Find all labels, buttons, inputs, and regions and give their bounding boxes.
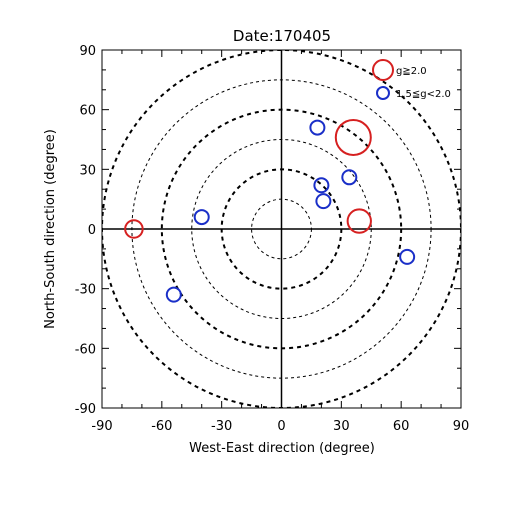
x-tick-label: -30 (211, 419, 232, 434)
legend-marker (376, 86, 390, 100)
point-g-mid (309, 119, 326, 136)
data-points (124, 119, 416, 303)
axes: -90 -60 -30 0 30 60 90 -90 -60 -30 0 30 60 90 (75, 44, 470, 434)
x-tick-label: 90 (453, 419, 470, 434)
legend-marker (372, 59, 394, 81)
point-g-mid (193, 209, 210, 226)
x-axis-label: West-East direction (degree) (189, 441, 375, 456)
point-g-high (334, 119, 372, 157)
y-tick-label: -30 (75, 283, 96, 298)
y-tick-label: 30 (79, 163, 96, 178)
y-tick-label: -90 (75, 402, 96, 417)
y-tick-label: 60 (79, 104, 96, 119)
y-axis-label: North-South direction (degree) (43, 129, 58, 329)
x-tick-label: -60 (151, 419, 172, 434)
y-tick-label: -60 (75, 342, 96, 357)
point-g-high (346, 208, 372, 234)
x-tick-label: 0 (277, 419, 285, 434)
point-g-mid (399, 248, 416, 265)
x-tick-label: 30 (333, 419, 350, 434)
point-g-mid (315, 193, 332, 210)
chart-title: Date:170405 (233, 27, 331, 45)
point-g-high (124, 219, 144, 239)
x-tick-label: -90 (91, 419, 112, 434)
legend-label: g≧2.0 (396, 66, 427, 77)
x-tick-label: 60 (393, 419, 410, 434)
legend: g≧2.0 1.5≦g<2.0 (372, 59, 451, 100)
point-g-mid (341, 169, 358, 186)
y-tick-label: 90 (79, 44, 96, 59)
point-g-mid (165, 286, 182, 303)
point-g-mid (313, 177, 330, 194)
legend-label: 1.5≦g<2.0 (396, 89, 451, 100)
y-tick-label: 0 (88, 223, 96, 238)
